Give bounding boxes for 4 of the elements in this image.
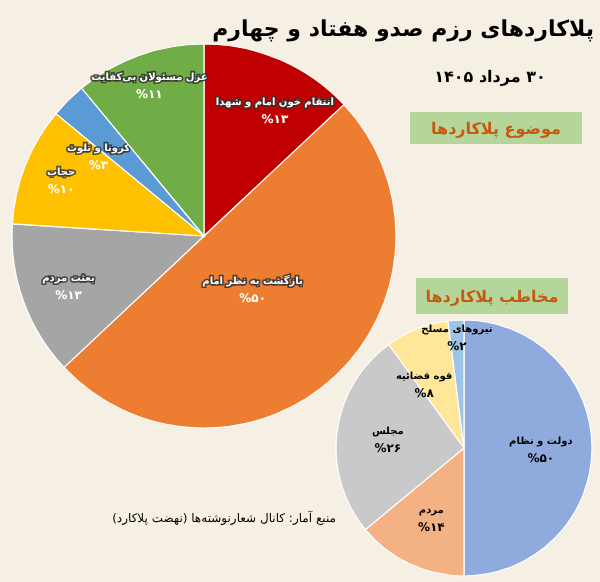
text: ۳۰ مرداد ۱۴۰۵ (434, 68, 546, 86)
chart-title: پلاکاردهای رزم صدو هفتاد و چهارم (212, 16, 594, 42)
legend-title: مخاطب پلاکاردها (425, 288, 559, 306)
legend-title: موضوع پلاکاردها (431, 120, 562, 138)
